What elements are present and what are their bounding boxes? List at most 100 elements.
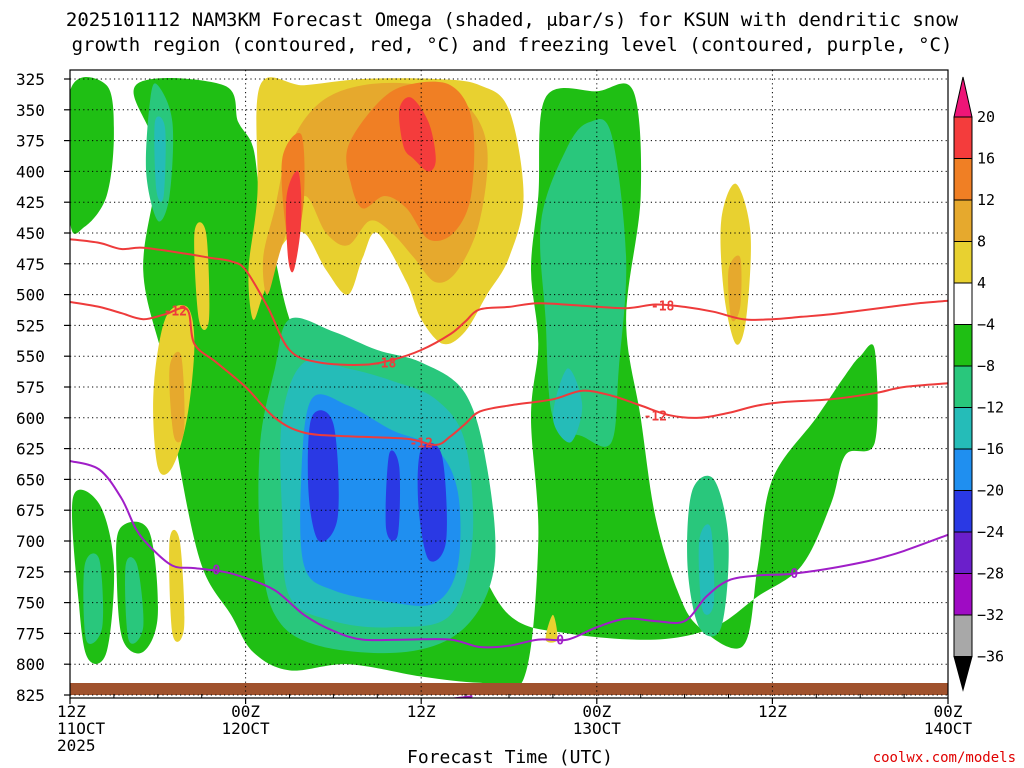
colorbar-label-11: −28 xyxy=(977,565,1004,583)
colorbar-swatch-6 xyxy=(953,324,973,367)
colorbar-label-5: −4 xyxy=(977,316,995,334)
omega-region-neg12-1 xyxy=(552,368,583,443)
omega-region-8-1 xyxy=(169,351,185,443)
colorbar-swatch-10 xyxy=(953,490,973,533)
omega-region-16-0 xyxy=(398,97,436,172)
chart-title-line1: 2025101112 NAM3KM Forecast Omega (shaded… xyxy=(66,9,959,31)
colorbar-swatch-12 xyxy=(953,573,973,616)
colorbar-label-0: 20 xyxy=(977,108,995,126)
omega-region-neg20-2 xyxy=(385,450,401,541)
x-tick-label-60-1: 14OCT xyxy=(924,719,973,738)
x-tick-label-0-1: 11OCT xyxy=(57,719,106,738)
contour-label: -18 xyxy=(373,356,397,371)
y-tick-label-700: 700 xyxy=(16,532,45,551)
credit-text: coolwx.com/models xyxy=(873,750,1016,766)
y-tick-label-425: 425 xyxy=(16,193,45,212)
colorbar-label-10: −24 xyxy=(977,523,1004,541)
colorbar-swatch-1 xyxy=(953,116,973,159)
colorbar-label-4: 4 xyxy=(977,274,986,292)
x-tick-label-12-1: 12OCT xyxy=(222,719,271,738)
x-axis-label: Forecast Time (UTC) xyxy=(407,747,613,768)
y-tick-label-475: 475 xyxy=(16,255,45,274)
colorbar-swatch-4 xyxy=(953,241,973,284)
colorbar-label-2: 12 xyxy=(977,191,995,209)
omega-region-neg20-0 xyxy=(307,410,339,542)
contour-label: -12 xyxy=(644,409,667,424)
colorbar: 20 16 12 8 4 −4 −8 −12 −16 −20 −24 −28 −32 −36 xyxy=(953,76,1004,692)
y-axis-ticks: 325 350 375 400 425 450 475 500 525 550 575 600 625 6… xyxy=(16,70,70,705)
contour-label: 0 xyxy=(556,634,564,649)
colorbar-swatch-3 xyxy=(953,199,973,242)
omega-region-4-4 xyxy=(545,614,558,643)
y-tick-label-500: 500 xyxy=(16,286,45,305)
omega-region-4-2 xyxy=(194,222,210,330)
colorbar-top-arrow xyxy=(953,76,973,118)
colorbar-label-6: −8 xyxy=(977,357,995,375)
contour-label: -18 xyxy=(651,300,675,315)
omega-region-neg12-3 xyxy=(154,116,166,202)
y-tick-label-400: 400 xyxy=(16,162,45,181)
y-tick-label-350: 350 xyxy=(16,101,45,120)
colorbar-swatch-11 xyxy=(953,531,973,574)
colorbar-swatch-2 xyxy=(953,158,973,201)
contour-layer: -18 -18 -12 -12 -12 0 0 0 xyxy=(70,238,948,698)
colorbar-swatch-7 xyxy=(953,365,973,408)
terrain-band xyxy=(70,683,948,695)
y-tick-label-650: 650 xyxy=(16,470,45,489)
colorbar-label-12: −32 xyxy=(977,606,1004,624)
colorbar-swatch-13 xyxy=(953,614,973,657)
y-tick-label-625: 625 xyxy=(16,440,45,459)
x-tick-label-36-1: 13OCT xyxy=(573,719,622,738)
contour-line-1 xyxy=(70,301,948,446)
omega-shading-layer xyxy=(70,77,878,691)
x-tick-label-48-0: 12Z xyxy=(758,702,787,721)
y-tick-label-325: 325 xyxy=(16,70,45,89)
omega-region-neg8-5 xyxy=(125,557,144,644)
y-tick-label-825: 825 xyxy=(16,686,45,705)
x-tick-label-60-0: 00Z xyxy=(934,702,963,721)
y-tick-label-800: 800 xyxy=(16,655,45,674)
y-tick-label-375: 375 xyxy=(16,132,45,151)
omega-region-8-2 xyxy=(728,255,742,322)
colorbar-label-8: −16 xyxy=(977,440,1004,458)
omega-region-16-1 xyxy=(285,170,302,273)
colorbar-swatch-5 xyxy=(953,282,973,325)
omega-region-neg16-0 xyxy=(300,394,461,606)
x-tick-label-0-0: 12Z xyxy=(57,702,86,721)
y-tick-label-675: 675 xyxy=(16,501,45,520)
colorbar-label-3: 8 xyxy=(977,233,986,251)
x-tick-label-36-0: 00Z xyxy=(582,702,611,721)
omega-region-neg8-1 xyxy=(540,118,627,447)
omega-region-12-0 xyxy=(346,81,475,242)
x-tick-label-0-2: 2025 xyxy=(57,736,96,755)
colorbar-label-1: 16 xyxy=(977,150,995,168)
colorbar-swatch-9 xyxy=(953,448,973,491)
y-tick-label-525: 525 xyxy=(16,316,45,335)
omega-region-neg20-1 xyxy=(417,442,447,562)
colorbar-label-13: −36 xyxy=(977,648,1004,666)
grid-lines xyxy=(69,70,949,698)
contour-line-0 xyxy=(70,238,948,366)
contour-label: 0 xyxy=(790,567,798,582)
y-tick-label-600: 600 xyxy=(16,409,45,428)
x-tick-label-24-0: 12Z xyxy=(407,702,436,721)
contour-label: 0 xyxy=(212,563,220,578)
colorbar-bottom-arrow xyxy=(953,656,973,692)
contour-line-2 xyxy=(70,459,948,649)
x-tick-label-12-0: 00Z xyxy=(231,702,260,721)
y-tick-label-450: 450 xyxy=(16,224,45,243)
omega-region-neg4-3 xyxy=(70,77,114,234)
y-tick-label-575: 575 xyxy=(16,378,45,397)
y-tick-label-725: 725 xyxy=(16,563,45,582)
plot-frame xyxy=(69,69,949,699)
contour-label: -12 xyxy=(409,436,432,451)
colorbar-label-7: −12 xyxy=(977,399,1004,417)
contour-label: -12 xyxy=(164,305,187,320)
y-tick-label-775: 775 xyxy=(16,624,45,643)
chart-title-line2: growth region (contoured, red, °C) and f… xyxy=(72,34,953,56)
omega-region-neg8-4 xyxy=(83,553,104,644)
omega-region-4-5 xyxy=(169,529,185,642)
colorbar-swatch-8 xyxy=(953,407,973,450)
